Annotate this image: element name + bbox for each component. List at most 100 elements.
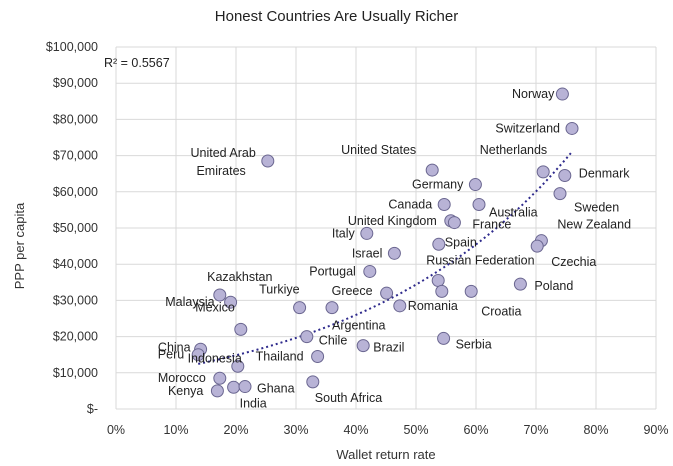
point-label: Argentina [332,319,386,333]
x-tick-label: 0% [107,423,125,437]
x-tick-label: 20% [223,423,248,437]
point-label: Mexico [195,300,235,314]
point-labels: Norway Switzerland United Arab Emirates Unit… [158,87,631,410]
y-tick-label: $70,000 [53,149,98,163]
data-point [191,348,205,362]
y-tick-label: $20,000 [53,330,98,344]
data-point [224,295,238,309]
point-label: Sweden [574,201,619,215]
point-label: Romania [408,299,458,313]
y-tick-label: $90,000 [53,76,98,90]
point-label: Thailand [256,350,304,364]
data-point [300,330,314,344]
point-label: Ghana [257,382,295,396]
point-label: Australia [489,205,538,219]
x-tick-labels: 0% 10% 20% 30% 40% 50% 60% 70% 80% 90% [107,423,669,437]
y-tick-labels: $- $10,000 $20,000 $30,000 $40,000 $50,000 $60… [46,40,98,416]
data-point [553,187,567,201]
x-tick-label: 60% [463,423,488,437]
chart-title: Honest Countries Are Usually Richer [214,8,459,25]
data-point [447,216,461,230]
x-tick-label: 10% [163,423,188,437]
y-tick-label: $80,000 [53,112,98,126]
y-axis-label: PPP per capita [12,202,27,289]
point-label: Switzerland [495,121,560,135]
data-point [311,350,325,364]
data-point [425,163,439,177]
point-label: Kenya [168,384,203,398]
data-point [356,339,370,353]
point-label: Denmark [579,167,630,181]
data-point [432,237,446,251]
point-label: Peru [158,348,184,362]
data-point [431,273,445,287]
y-tick-label: $100,000 [46,40,98,54]
data-point [387,246,401,260]
point-label: Turkiye [259,283,300,297]
data-point [565,121,579,135]
data-point [293,301,307,315]
point-label: Morocco [158,371,206,385]
data-point [437,197,451,211]
data-point [555,87,569,101]
point-label: Indonesia [188,351,242,365]
data-point [558,169,572,183]
point-label: United Kingdom [348,214,437,228]
y-tick-label: $10,000 [53,366,98,380]
y-tick-label: $30,000 [53,293,98,307]
point-label: Russian Federation [426,253,534,267]
data-points [191,87,579,398]
point-label: United Arab [190,146,255,160]
point-label: Greece [332,284,373,298]
point-label: Canada [388,197,432,211]
data-point [363,264,377,278]
data-point [360,226,374,240]
data-point [231,359,245,373]
point-label: Poland [534,279,573,293]
point-label: Croatia [481,304,521,318]
point-label: India [240,396,267,410]
point-label: South Africa [315,391,382,405]
y-tick-label: $60,000 [53,185,98,199]
data-point [238,380,252,394]
point-label: Netherlands [480,143,547,157]
data-point [437,331,451,345]
data-point [325,301,339,315]
point-label: New Zealand [557,218,631,232]
point-label: Malaysia [165,295,214,309]
x-tick-label: 50% [403,423,428,437]
x-tick-label: 40% [343,423,368,437]
data-point [210,384,224,398]
data-point [380,286,394,300]
x-axis-label: Wallet return rate [336,447,435,462]
point-label: China [158,340,191,354]
data-point [472,197,486,211]
data-point [213,288,227,302]
data-point [464,284,478,298]
point-label: Spain [445,235,477,249]
point-label: Kazakhstan [207,270,272,284]
data-point [261,154,275,168]
y-tick-label: $50,000 [53,221,98,235]
point-label: Brazil [373,341,404,355]
data-point [435,284,449,298]
point-label: Emirates [196,164,245,178]
grid-lines [115,46,657,410]
point-label: Germany [412,178,464,192]
point-label: Czechia [551,255,596,269]
r-squared-annotation: R² = 0.5567 [104,56,170,70]
data-point [393,299,407,313]
data-point [227,380,241,394]
point-label: Chile [319,334,348,348]
y-tick-label: $40,000 [53,257,98,271]
point-label: Serbia [456,337,492,351]
data-point [213,371,227,385]
y-tick-label: $- [87,402,98,416]
x-tick-label: 70% [523,423,548,437]
data-point [306,375,320,389]
point-label: Italy [332,226,356,240]
x-tick-label: 80% [583,423,608,437]
data-point [530,239,544,253]
point-label: Israel [352,246,383,260]
